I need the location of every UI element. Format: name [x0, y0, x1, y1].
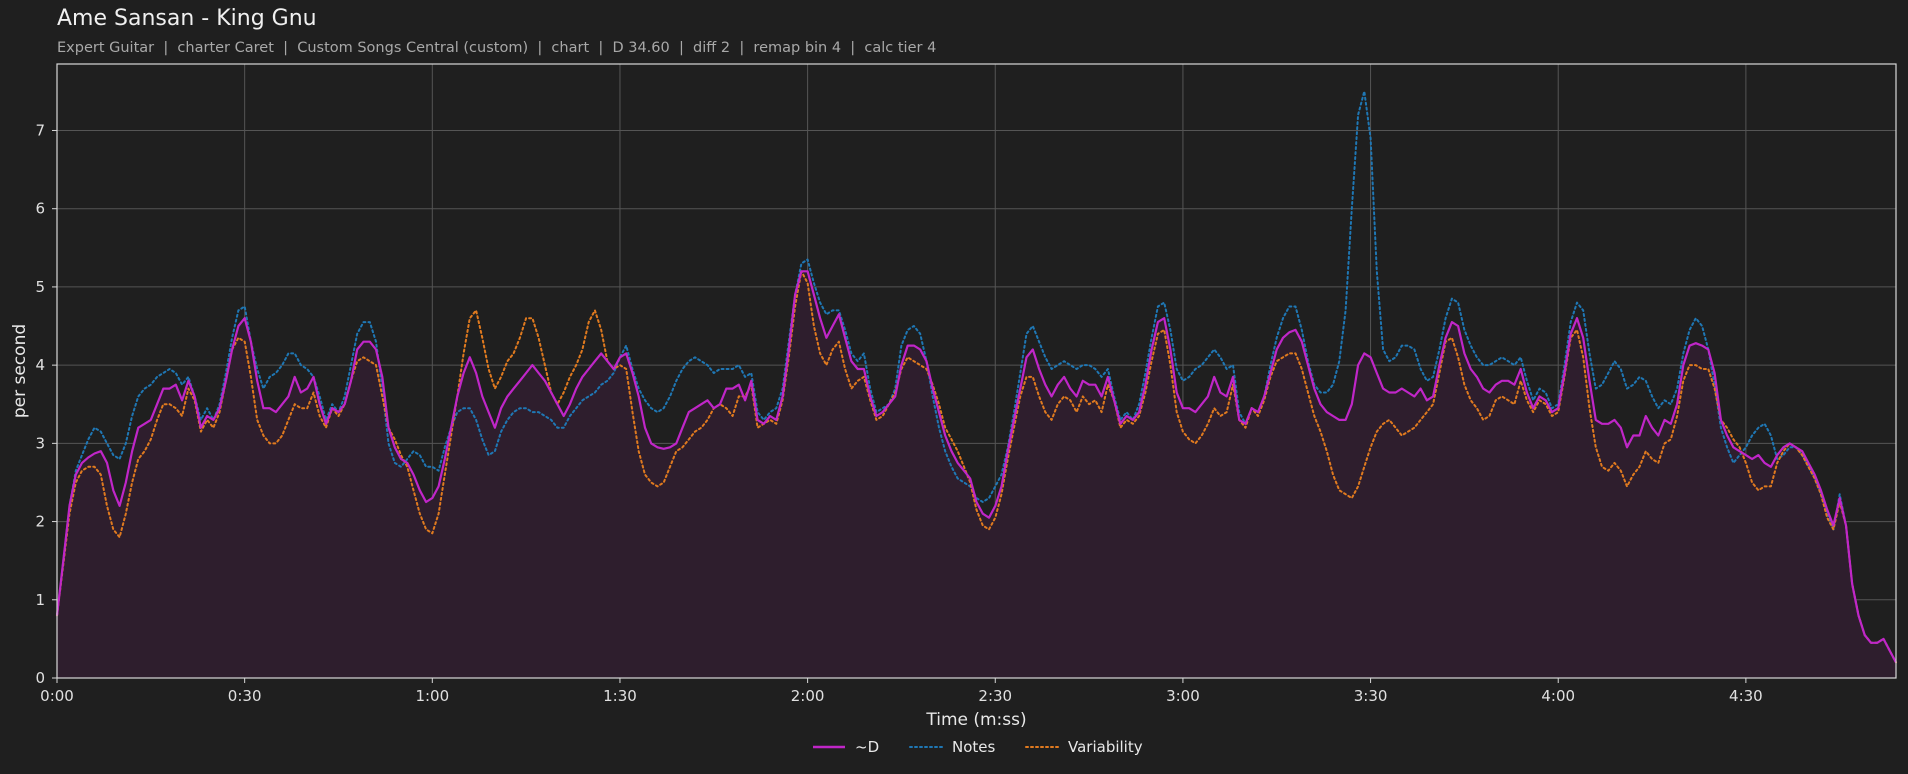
- chart-subtitle: Expert Guitar | charter Caret | Custom S…: [57, 40, 937, 56]
- legend-item-variability[interactable]: Variability: [1025, 738, 1143, 756]
- legend-item-notes[interactable]: Notes: [909, 738, 996, 756]
- legend-item-d[interactable]: ~D: [813, 738, 879, 756]
- y-tick-label: 4: [35, 356, 45, 374]
- y-tick-label: 3: [35, 434, 45, 452]
- x-tick-label: 4:00: [1541, 687, 1575, 705]
- x-axis-label: Time (m:ss): [925, 710, 1026, 730]
- y-tick-label: 2: [35, 513, 45, 531]
- y-axis: 0 1 2 3 4 5 6 7: [35, 121, 57, 687]
- y-tick-label: 5: [35, 278, 45, 296]
- legend[interactable]: ~D Notes Variability: [813, 738, 1143, 756]
- y-tick-label: 1: [35, 591, 45, 609]
- x-tick-label: 1:00: [415, 687, 449, 705]
- chart-title: Ame Sansan - King Gnu: [57, 6, 317, 31]
- plot-frame: [56, 63, 1897, 679]
- y-tick-label: 6: [35, 200, 45, 218]
- x-tick-label: 3:30: [1354, 687, 1388, 705]
- y-axis-label: per second: [10, 324, 30, 418]
- legend-label: Variability: [1068, 738, 1143, 756]
- series-line-d: [55, 270, 1897, 663]
- series-area-d: [57, 271, 1896, 678]
- x-tick-label: 4:30: [1729, 687, 1763, 705]
- x-tick-label: 0:00: [40, 687, 74, 705]
- x-tick-label: 1:30: [603, 687, 637, 705]
- legend-label: ~D: [855, 738, 879, 756]
- x-axis: 0:00 0:30 1:00 1:30 2:00 2:30 3:00 3:30 4:00 4:30: [40, 678, 1763, 705]
- x-tick-label: 2:30: [978, 687, 1012, 705]
- x-tick-label: 3:00: [1166, 687, 1200, 705]
- series-layer: [55, 90, 1897, 678]
- x-tick-label: 0:30: [228, 687, 262, 705]
- y-tick-label: 7: [35, 121, 45, 139]
- x-tick-label: 2:00: [791, 687, 825, 705]
- plot-border: [56, 63, 1897, 679]
- legend-label: Notes: [952, 738, 996, 756]
- y-tick-label: 0: [35, 669, 45, 687]
- series-line-variability: [56, 270, 1897, 664]
